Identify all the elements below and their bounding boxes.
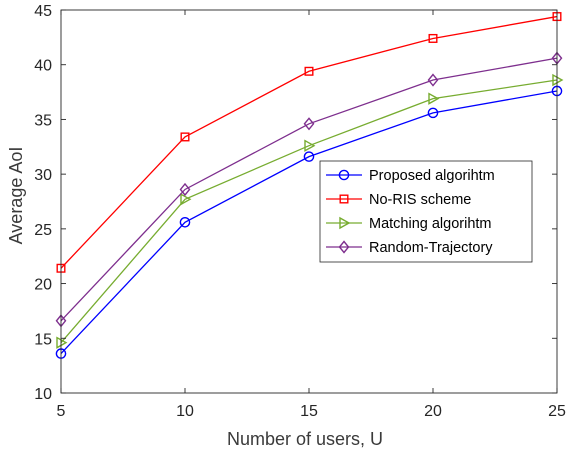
series-3: [56, 73, 564, 349]
y-tick-label: 20: [34, 277, 52, 294]
data-point-1-2: [179, 216, 191, 228]
series-line-3: [60, 79, 558, 344]
data-point-3-2: [180, 193, 192, 206]
y-tick-label: 30: [34, 167, 52, 184]
data-point-2-4: [428, 33, 438, 43]
legend-item-2: No-RIS scheme: [326, 192, 471, 208]
x-tick-label: 15: [300, 403, 318, 420]
legend-marker: [338, 240, 350, 254]
legend-marker: [338, 169, 350, 181]
data-point-4-4: [427, 73, 439, 87]
x-tick-label: 5: [57, 403, 66, 420]
data-point-1-3: [303, 151, 315, 162]
legend-label: Random-Trajectory: [369, 240, 493, 256]
data-point-4-2: [179, 182, 191, 197]
x-axis-title: Number of users, U: [227, 429, 383, 449]
data-point-3-1: [56, 336, 68, 349]
y-tick-label: 15: [34, 331, 52, 348]
data-point-3-4: [428, 92, 440, 105]
legend-marker: [339, 216, 351, 230]
x-tick-label: 25: [548, 403, 566, 420]
legend-marker: [339, 194, 349, 204]
data-point-1-4: [427, 107, 439, 119]
legend-item-3: Matching algorihtm: [326, 216, 492, 232]
x-tick-label: 20: [424, 403, 442, 420]
y-tick-label: 25: [34, 222, 52, 239]
series-4: [55, 51, 563, 328]
y-tick-label: 40: [34, 58, 52, 75]
y-tick-label: 10: [34, 386, 52, 403]
series-line-2: [60, 15, 558, 269]
data-point-3-3: [304, 139, 316, 152]
y-tick-label: 45: [34, 3, 52, 20]
legend-item-4: Random-Trajectory: [326, 240, 493, 256]
y-tick-label: 35: [34, 112, 52, 129]
data-point-3-5: [552, 73, 564, 87]
data-point-2-3: [304, 66, 314, 76]
data-point-2-2: [180, 132, 190, 142]
legend-label: No-RIS scheme: [369, 192, 471, 208]
data-point-4-3: [303, 117, 315, 131]
series-line-1: [60, 90, 558, 355]
legend-label: Proposed algorihtm: [369, 168, 495, 184]
legend-label: Matching algorihtm: [369, 216, 492, 232]
y-axis-title: Average AoI: [6, 147, 26, 245]
legend-item-1: Proposed algorihtm: [326, 168, 495, 184]
x-tick-label: 10: [176, 403, 194, 420]
series-line-4: [60, 57, 558, 322]
ticks-layer: 5 10 15 20 25 10 15 20 25 30 35 40 45: [34, 3, 566, 420]
legend: Proposed algorihtm No-RIS scheme Matching …: [319, 160, 533, 263]
legend-box: [319, 160, 533, 263]
